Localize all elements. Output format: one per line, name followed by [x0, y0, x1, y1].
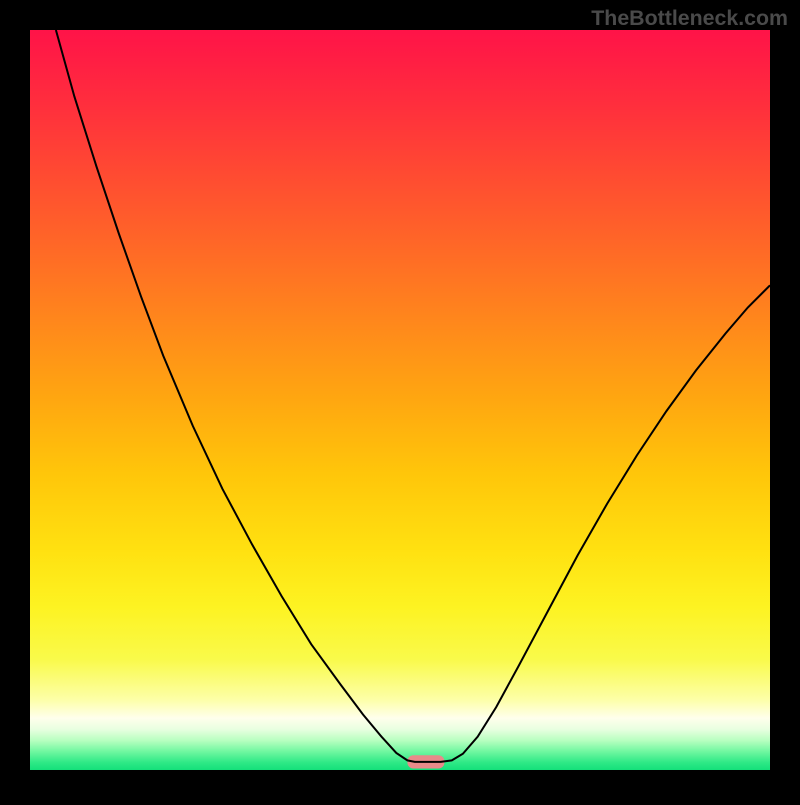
- watermark-text: TheBottleneck.com: [591, 6, 788, 31]
- gradient-background: [30, 30, 770, 770]
- frame-left: [0, 0, 30, 800]
- bottleneck-chart: [0, 0, 800, 800]
- frame-bottom: [0, 770, 800, 800]
- frame-right: [770, 0, 800, 800]
- chart-container: TheBottleneck.com: [0, 0, 800, 800]
